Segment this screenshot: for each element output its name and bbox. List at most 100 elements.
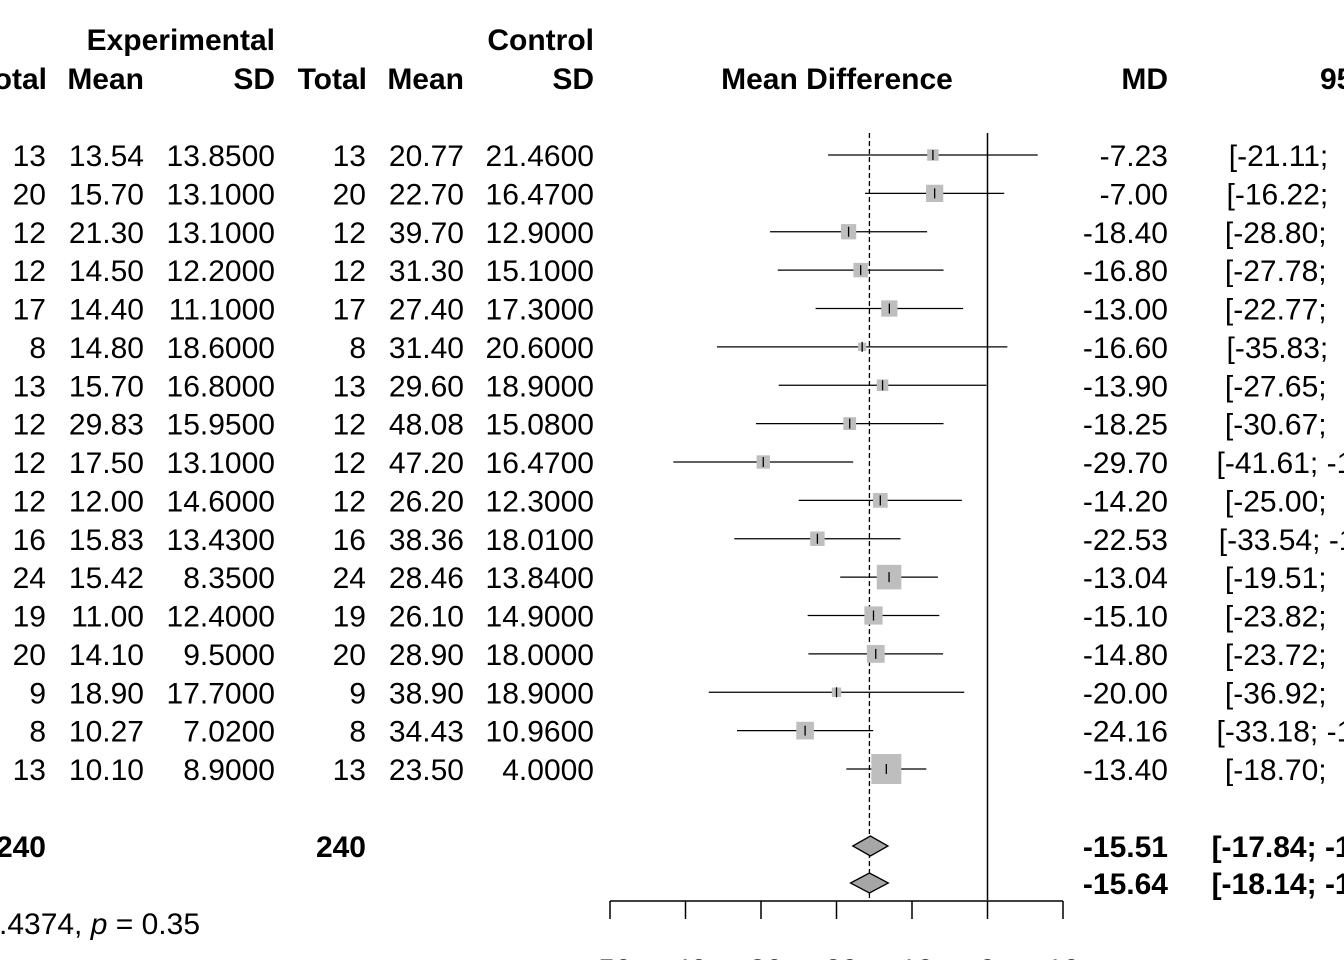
study-row: 13 13.54 13.8500 13 20.77 21.4600 -7.23 [-21.11…: [13, 140, 1344, 173]
cell-e-mean: 21.30: [69, 217, 144, 250]
cell-md-text: -24.16: [1083, 716, 1168, 749]
study-row: 20 14.10 9.5000 20 28.90 18.0000 -14.80 [-23.72…: [13, 639, 1344, 672]
axis-tick-label: -20: [815, 954, 858, 960]
cell-c-mean: 38.90: [389, 677, 464, 710]
cell-e-total: 12: [13, 485, 46, 518]
cell-c-mean: 26.10: [389, 601, 464, 634]
cell-ci-text: [-16.22; 2.22]: [1227, 178, 1344, 211]
cell-e-total: 8: [29, 332, 46, 365]
cell-e-sd: 13.1000: [167, 217, 275, 250]
header-ctrl-sd: SD: [552, 63, 594, 96]
header-experimental: Experimental: [87, 24, 275, 57]
cell-md-text: -13.00: [1083, 294, 1168, 327]
cell-md-text: -14.80: [1083, 639, 1168, 672]
axis-tick-label: 0: [979, 954, 996, 960]
cell-c-mean: 39.70: [389, 217, 464, 250]
study-row: 19 11.00 12.4000 19 26.10 14.9000 -15.10 [-23.8…: [13, 601, 1344, 634]
cell-md-text: -15.10: [1083, 601, 1168, 634]
cell-e-mean: 12.00: [69, 485, 144, 518]
x-axis: -50 -40 -30 -20 -10 0 10: [588, 900, 1080, 960]
cell-e-mean: 13.54: [69, 140, 144, 173]
cell-e-sd: 13.1000: [167, 447, 275, 480]
cell-c-total: 9: [349, 677, 366, 710]
header-ctrl-mean: Mean: [387, 63, 464, 96]
cell-c-mean: 34.43: [389, 716, 464, 749]
cell-c-sd: 17.3000: [486, 294, 594, 327]
cell-c-sd: 15.0800: [486, 409, 594, 442]
cell-e-sd: 11.1000: [169, 294, 275, 327]
cell-e-total: 20: [13, 178, 46, 211]
cell-e-mean: 17.50: [69, 447, 144, 480]
cell-e-sd: 17.7000: [167, 677, 275, 710]
cell-e-sd: 12.4000: [167, 601, 275, 634]
cell-c-sd: 18.9000: [486, 677, 594, 710]
cell-e-total: 9: [29, 677, 46, 710]
cell-c-sd: 15.1000: [486, 255, 594, 288]
cell-md-text: -7.23: [1100, 140, 1168, 173]
cell-e-total: 13: [13, 370, 46, 403]
cell-md-text: -14.20: [1083, 485, 1168, 518]
cell-e-total: 12: [13, 447, 46, 480]
pooled-row: -15.64 [-18.14; -13.14]: [1083, 868, 1344, 901]
pooled-ci-text: [-17.84; -13.18]: [1212, 831, 1344, 864]
cell-e-sd: 9.5000: [183, 639, 275, 672]
cell-c-total: 13: [333, 140, 366, 173]
cell-md-text: -22.53: [1083, 524, 1168, 557]
cell-ci-text: [-27.65; -0.15]: [1225, 370, 1344, 403]
header-ctrl-total: Total: [298, 63, 367, 96]
cell-c-total: 16: [333, 524, 366, 557]
cell-c-mean: 48.08: [389, 409, 464, 442]
header-exp-sd: SD: [233, 63, 275, 96]
cell-c-mean: 27.40: [389, 294, 464, 327]
cell-c-total: 13: [333, 370, 366, 403]
cell-c-mean: 20.77: [389, 140, 464, 173]
cell-c-total: 8: [349, 332, 366, 365]
cell-c-mean: 26.20: [389, 485, 464, 518]
cell-c-mean: 47.20: [389, 447, 464, 480]
header-md: MD: [1121, 63, 1168, 96]
cell-c-sd: 10.9600: [486, 716, 594, 749]
cell-e-total: 17: [13, 294, 46, 327]
cell-md-text: -18.40: [1083, 217, 1168, 250]
heterogeneity-prefix: .4374,: [0, 908, 91, 941]
cell-e-mean: 18.90: [69, 677, 144, 710]
cell-ci-text: [-35.83; 2.63]: [1227, 332, 1344, 365]
cell-ci-text: [-22.77; -3.23]: [1225, 294, 1344, 327]
cell-e-total: 24: [13, 562, 46, 595]
cell-c-total: 8: [349, 716, 366, 749]
cell-e-mean: 14.10: [69, 639, 144, 672]
pooled-md-text: -15.51: [1083, 831, 1168, 864]
pooled-diamond: [849, 872, 890, 894]
cell-c-total: 19: [333, 601, 366, 634]
cell-c-mean: 38.36: [389, 524, 464, 557]
study-row: 12 17.50 13.1000 12 47.20 16.4700 -29.70 [-41.6…: [13, 447, 1344, 480]
cell-c-total: 12: [333, 409, 366, 442]
pooled-ci-text: [-18.14; -13.14]: [1212, 868, 1344, 901]
cell-e-sd: 16.8000: [167, 370, 275, 403]
cell-c-total: 20: [333, 178, 366, 211]
cell-c-total: 13: [333, 754, 366, 787]
cell-md-text: -16.80: [1083, 255, 1168, 288]
cell-c-sd: 4.0000: [502, 754, 594, 787]
study-row: 8 10.27 7.0200 8 34.43 10.9600 -24.16 [-33.18; …: [29, 716, 1344, 749]
cell-c-sd: 16.4700: [486, 178, 594, 211]
cell-ci-text: [-28.80; -8.00]: [1225, 217, 1344, 250]
axis-tick-label: 10: [1046, 954, 1079, 960]
cell-md-text: -18.25: [1083, 409, 1168, 442]
study-row: 20 15.70 13.1000 20 22.70 16.4700 -7.00 [-16.22…: [13, 178, 1344, 211]
cell-e-total: 20: [13, 639, 46, 672]
cell-e-total: 12: [13, 255, 46, 288]
cell-c-mean: 28.46: [389, 562, 464, 595]
column-headers: Experimental Control Total Mean SD Total…: [0, 24, 1344, 96]
cell-e-total: 19: [13, 601, 46, 634]
study-row: 12 12.00 14.6000 12 26.20 12.3000 -14.20 [-25.0…: [13, 485, 1344, 518]
cell-e-sd: 8.9000: [183, 754, 275, 787]
cell-c-sd: 20.6000: [486, 332, 594, 365]
cell-e-mean: 15.70: [69, 370, 144, 403]
cell-e-mean: 14.40: [69, 294, 144, 327]
cell-e-total: 12: [13, 409, 46, 442]
study-row: 12 21.30 13.1000 12 39.70 12.9000 -18.40 [-28.8…: [13, 217, 1344, 250]
cell-ci-text: [-25.00; -3.40]: [1225, 485, 1344, 518]
header-mean-difference: Mean Difference: [721, 63, 953, 96]
cell-e-total: 12: [13, 217, 46, 250]
